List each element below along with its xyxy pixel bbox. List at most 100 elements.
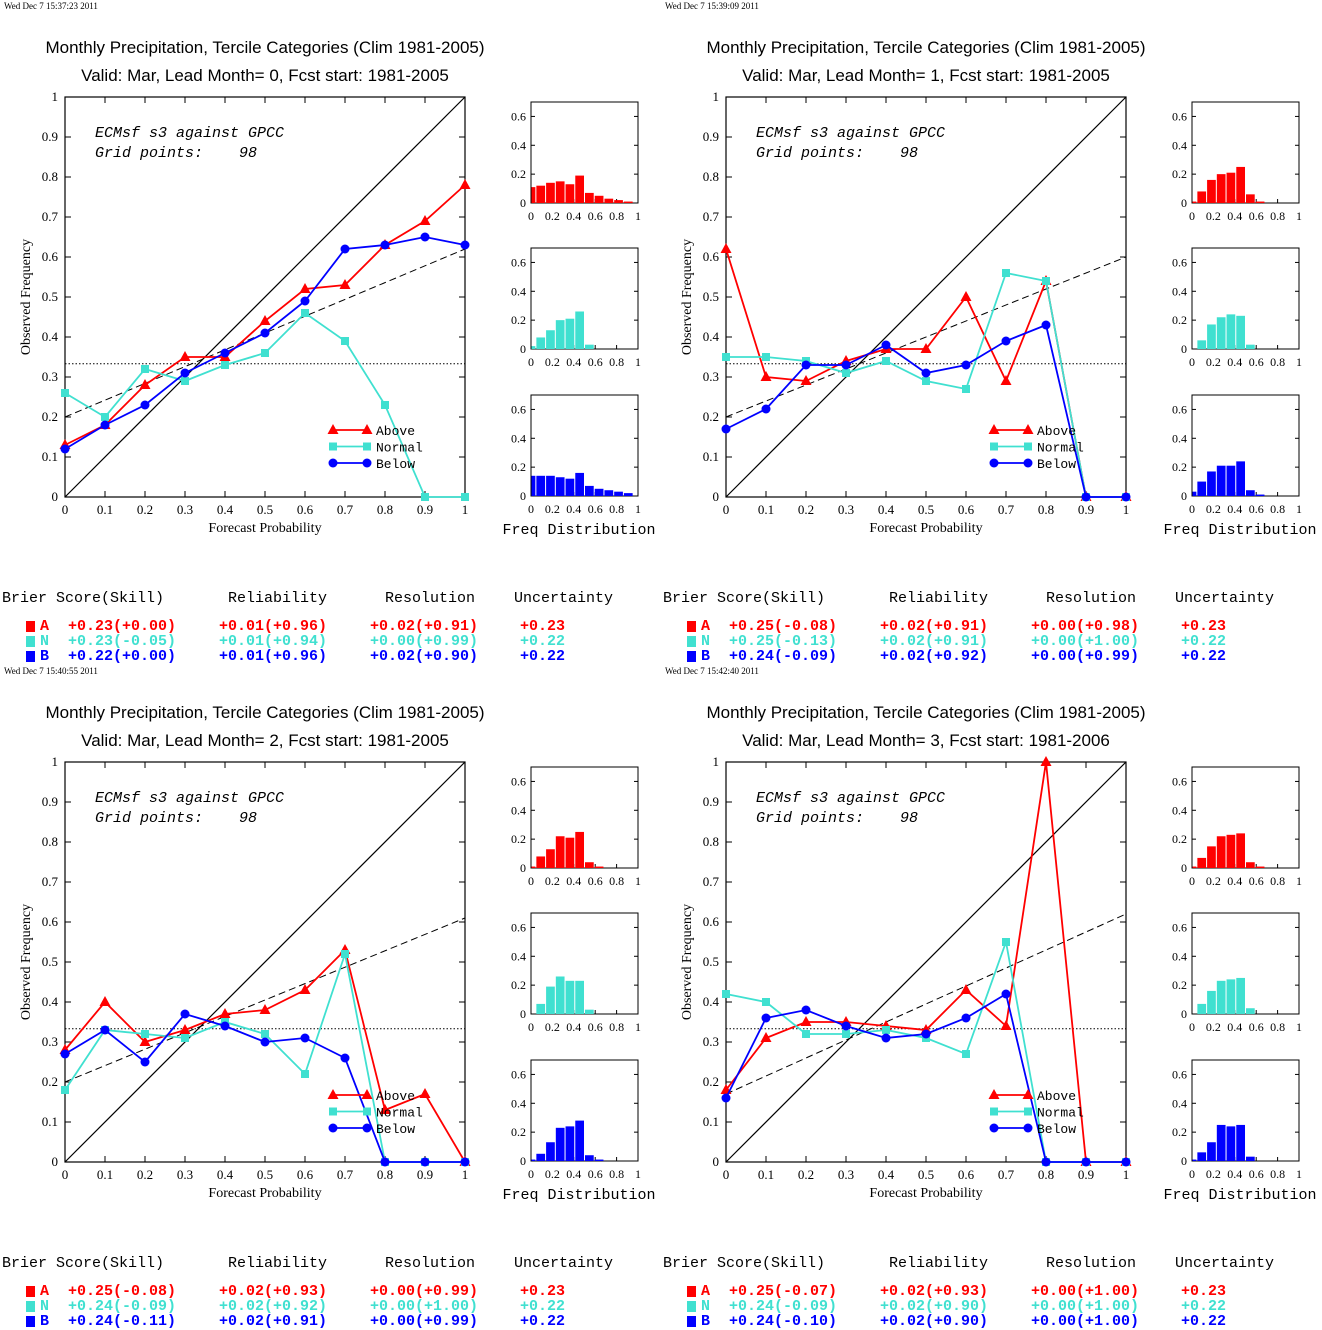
freq-bar <box>1236 833 1245 868</box>
score-unc: +0.22 <box>520 1298 566 1315</box>
hist-y-tick-label: 0.6 <box>511 255 526 269</box>
y-axis-label: Observed Frequency <box>680 239 695 355</box>
legend-marker <box>361 424 373 434</box>
point-normal <box>341 337 349 345</box>
score-cat: N <box>701 1298 711 1315</box>
score-unc: +0.22 <box>520 633 566 650</box>
freq-bar <box>565 478 575 496</box>
score-bs: +0.25(-0.08) <box>729 618 838 635</box>
point-above <box>960 984 972 994</box>
freq-bar <box>536 1003 546 1014</box>
freq-distribution-label: Freq Distribution <box>502 522 655 539</box>
freq-bar <box>1197 857 1207 868</box>
point-above <box>219 1008 231 1018</box>
freq-bar <box>555 1127 565 1161</box>
score-bs: +0.22(+0.00) <box>68 648 177 665</box>
point-above <box>179 351 191 361</box>
y-tick-label: 0.1 <box>703 1114 719 1129</box>
freq-distribution-label: Freq Distribution <box>1163 522 1316 539</box>
point-normal <box>802 1030 810 1038</box>
legend-item-above: Above <box>988 1089 1076 1104</box>
freq-bar <box>531 866 536 868</box>
hist-x-tick-label: 0 <box>528 209 534 223</box>
hist-x-tick-label: 1 <box>635 1167 641 1181</box>
timestamp: Wed Dec 7 15:42:40 2011 <box>665 666 759 676</box>
freq-bar <box>1197 340 1207 349</box>
chart-subtitle: Valid: Mar, Lead Month= 2, Fcst start: 1… <box>81 731 449 750</box>
hist-y-tick-label: 0.6 <box>511 920 526 934</box>
legend-marker <box>988 424 1000 434</box>
y-tick-label: 1 <box>713 754 720 769</box>
point-above <box>1000 375 1012 385</box>
point-above <box>299 283 311 293</box>
point-above <box>99 996 111 1006</box>
freq-bar <box>575 472 584 496</box>
hist-x-tick-label: 1 <box>1296 209 1302 223</box>
chart-title: Monthly Precipitation, Tercile Categorie… <box>45 38 484 57</box>
y-tick-label: 0.8 <box>42 834 58 849</box>
freq-bar <box>555 477 565 496</box>
hist-y-tick-label: 0.6 <box>1172 402 1187 416</box>
x-tick-label: 0.7 <box>998 1167 1015 1182</box>
hist-x-tick-label: 0.2 <box>1206 1020 1221 1034</box>
series-below <box>721 320 1131 502</box>
freq-bar <box>1216 980 1226 1014</box>
point-normal <box>762 998 770 1006</box>
y-tick-label: 0.1 <box>42 449 58 464</box>
freq-bar <box>575 311 584 349</box>
hist-x-tick-label: 0.8 <box>609 355 624 369</box>
hist-y-tick-label: 0.2 <box>511 832 526 846</box>
score-color-swatch <box>687 1286 696 1297</box>
hist-x-tick-label: 0.6 <box>588 1020 603 1034</box>
annotation-gridpoints: Grid points: 98 <box>756 145 918 162</box>
point-normal <box>922 377 930 385</box>
hist-x-tick-label: 0.4 <box>566 502 581 516</box>
score-bs: +0.24(-0.09) <box>68 1298 177 1315</box>
point-above <box>379 1104 391 1114</box>
legend-marker <box>990 1107 998 1116</box>
hist-x-tick-label: 1 <box>635 502 641 516</box>
point-below <box>260 1037 270 1047</box>
chart-svg: Monthly Precipitation, Tercile Categorie… <box>19 703 656 1204</box>
hist-x-tick-label: 0 <box>528 355 534 369</box>
score-unc: +0.22 <box>1181 648 1227 665</box>
freq-bar <box>546 182 555 203</box>
freq-bar <box>1197 1152 1207 1161</box>
legend-label: Below <box>376 1122 415 1137</box>
hist-y-tick-label: 0.6 <box>1172 920 1187 934</box>
point-below <box>881 340 891 350</box>
hist-y-tick-label: 0.4 <box>511 284 526 298</box>
reliability-panel-0: Wed Dec 7 15:37:23 2011 Monthly Precipita… <box>0 0 661 665</box>
freq-bar <box>531 1159 536 1161</box>
y-tick-label: 0.8 <box>703 169 719 184</box>
series-normal <box>61 309 469 501</box>
freq-bar <box>1255 201 1265 203</box>
perfect-reliability-line <box>725 96 1127 498</box>
legend-marker <box>989 1123 999 1133</box>
no-skill-line <box>725 256 1127 418</box>
legend-marker <box>988 1089 1000 1099</box>
hist-x-tick-label: 0.6 <box>1249 209 1264 223</box>
score-cat: A <box>701 1283 711 1300</box>
point-below <box>801 360 811 370</box>
y-tick-label: 0.2 <box>703 409 719 424</box>
hist-y-tick-label: 0.4 <box>1172 431 1187 445</box>
legend-label: Below <box>1037 1122 1076 1137</box>
hist-y-tick-label: 0.2 <box>1172 1125 1187 1139</box>
x-tick-label: 0.6 <box>297 1167 314 1182</box>
y-tick-label: 0.4 <box>703 994 720 1009</box>
score-color-swatch <box>26 621 35 632</box>
hist-x-tick-label: 0.2 <box>545 502 560 516</box>
x-tick-label: 0.2 <box>137 1167 153 1182</box>
legend-marker <box>1022 1089 1034 1099</box>
freq-bar <box>1236 1124 1245 1161</box>
hist-x-tick-label: 0 <box>528 502 534 516</box>
point-above <box>299 984 311 994</box>
score-rel: +0.02(+0.93) <box>880 1283 989 1300</box>
hist-x-tick-label: 0.8 <box>609 1167 624 1181</box>
score-header: Brier Score(Skill) <box>663 590 826 607</box>
legend-marker <box>329 1107 337 1116</box>
freq-bar <box>555 181 565 203</box>
freq-bar <box>565 980 575 1014</box>
freq-bar <box>565 837 575 868</box>
